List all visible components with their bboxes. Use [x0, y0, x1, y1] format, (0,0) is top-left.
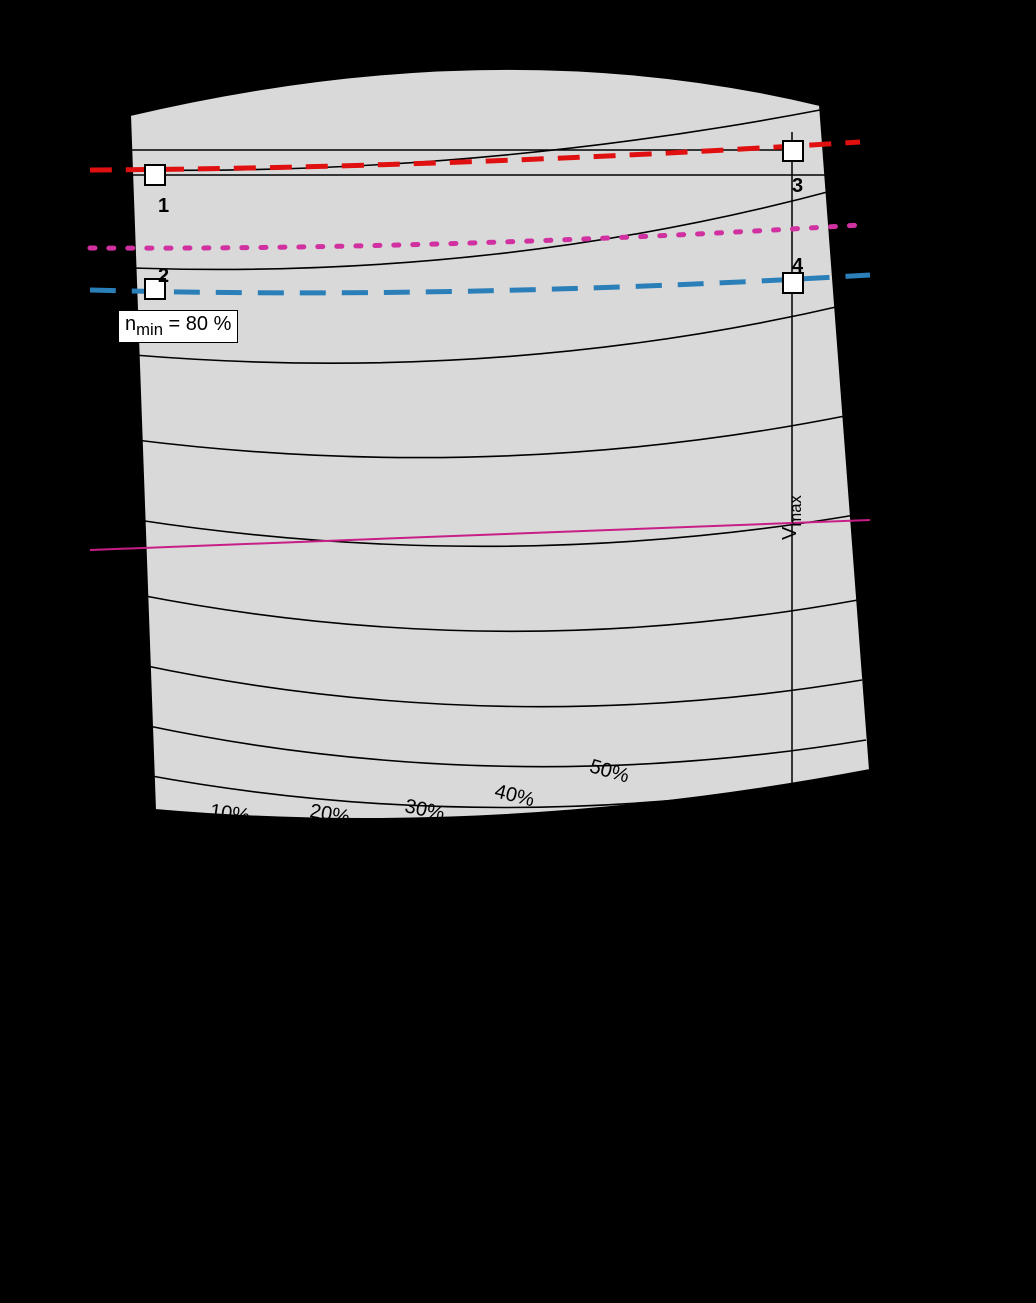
vmax-label: Vmax	[779, 495, 806, 540]
page: 10% 20% 30% 40% 50% Vmax 1 2 3 4 nmin = …	[0, 0, 1036, 1303]
marker-3	[782, 140, 804, 162]
marker-label-1: 1	[158, 195, 169, 218]
nmin-sub: min	[136, 320, 163, 339]
marker-1	[144, 164, 166, 186]
marker-label-3: 3	[792, 175, 803, 198]
vmax-sub: max	[786, 495, 805, 526]
marker-label-4: 4	[792, 255, 803, 278]
chart-svg	[0, 0, 1036, 1303]
nmin-annotation: nmin = 80 %	[118, 310, 238, 343]
marker-label-2: 2	[158, 265, 169, 288]
